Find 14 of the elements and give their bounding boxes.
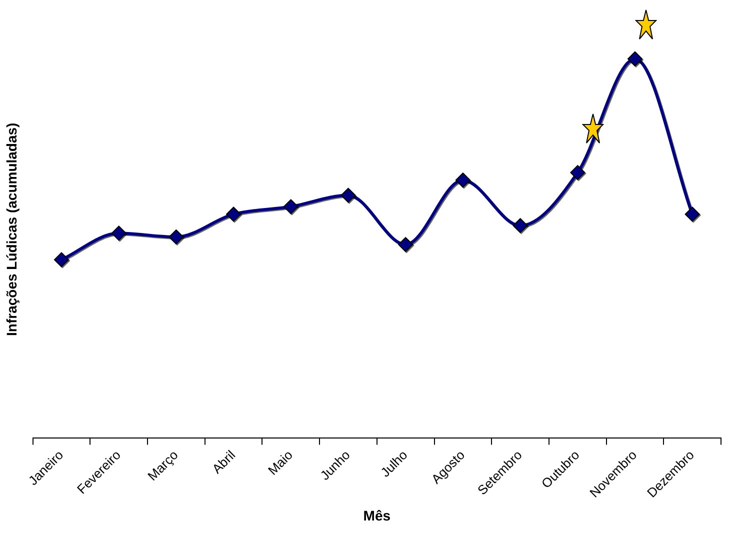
point bbox=[226, 206, 242, 222]
x-axis-title: Mês bbox=[363, 507, 391, 524]
y-axis-title: Infrações Lúdicas (acumuladas) bbox=[3, 122, 20, 336]
point bbox=[283, 199, 298, 214]
point bbox=[398, 237, 414, 252]
point bbox=[54, 252, 69, 268]
point bbox=[340, 188, 356, 203]
point bbox=[570, 165, 586, 180]
point bbox=[512, 218, 528, 234]
point bbox=[455, 172, 470, 188]
point bbox=[111, 226, 126, 241]
point bbox=[168, 229, 184, 244]
point bbox=[627, 51, 642, 66]
point bbox=[684, 206, 700, 222]
